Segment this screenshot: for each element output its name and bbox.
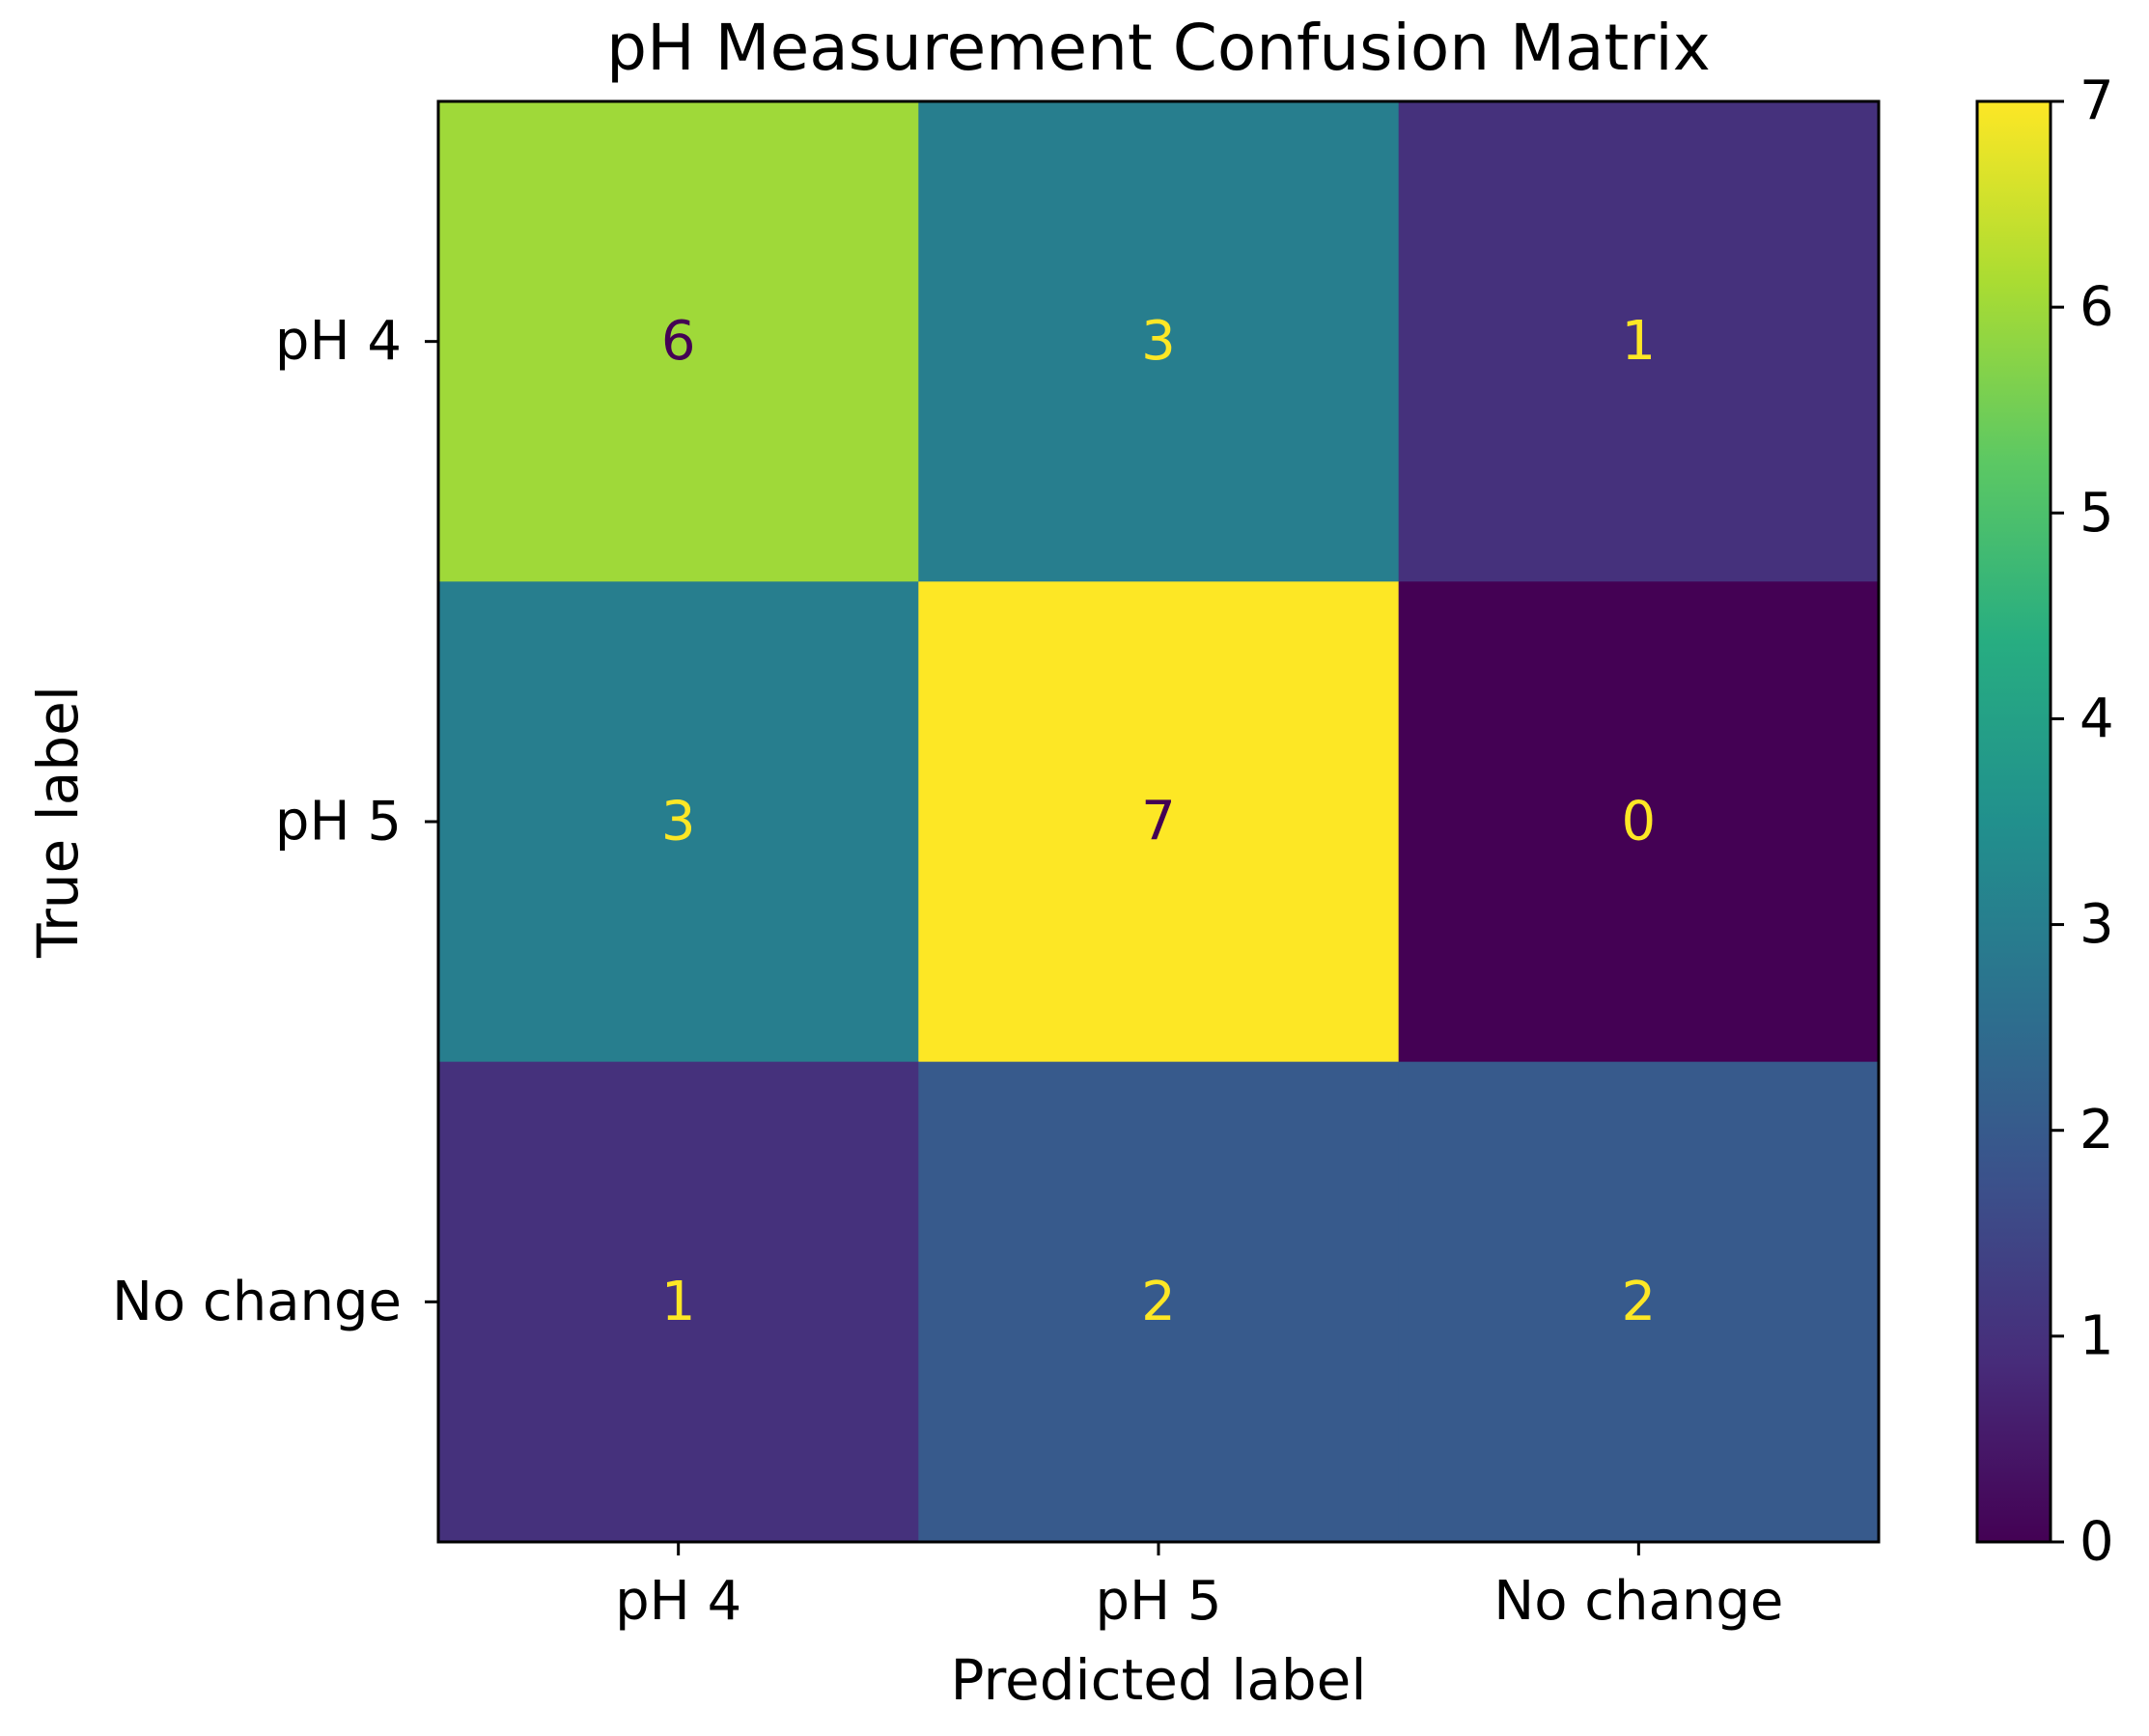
heatmap-cell (438, 581, 919, 1063)
cell-value-label: 3 (661, 791, 696, 854)
heatmap-cell (1398, 101, 1880, 582)
x-tick-label: pH 4 (615, 1570, 741, 1633)
colorbar-tick-label: 5 (2079, 482, 2114, 545)
colorbar (1975, 99, 2052, 1544)
colorbar-tick-label: 4 (2079, 687, 2114, 750)
cell-value-label: 1 (1622, 310, 1657, 373)
x-axis-label: Predicted label (951, 1647, 1367, 1713)
cell-value-label: 2 (1622, 1271, 1657, 1333)
heatmap-cell (1398, 1061, 1880, 1543)
colorbar-ticks: 0 1 2 3 4 5 6 7 (2051, 70, 2114, 1574)
heatmap-cell-labels: 6 3 1 3 7 0 1 2 2 (661, 310, 1656, 1333)
cell-value-label: 7 (1141, 791, 1176, 854)
heatmap-cell (918, 581, 1400, 1063)
colorbar-tick-label: 6 (2079, 276, 2114, 339)
heatmap-cell (918, 101, 1400, 582)
colorbar-tick-label: 3 (2079, 893, 2114, 956)
x-tick-label: pH 5 (1095, 1570, 1221, 1633)
cell-value-label: 2 (1141, 1271, 1176, 1333)
heatmap-cell (438, 1061, 919, 1543)
y-tick-label: pH 4 (275, 310, 402, 373)
colorbar-tick-label: 1 (2079, 1304, 2114, 1367)
cell-value-label: 1 (661, 1271, 696, 1333)
x-tick-label: No change (1493, 1570, 1783, 1633)
colorbar-tick-label: 7 (2079, 70, 2114, 133)
colorbar-tick-label: 0 (2079, 1511, 2114, 1574)
x-axis-ticks: pH 4 pH 5 No change (615, 1542, 1783, 1633)
cell-value-label: 6 (661, 310, 696, 373)
colorbar-tick-label: 2 (2079, 1099, 2114, 1162)
heatmap-cells (438, 101, 1880, 1543)
heatmap-cell (918, 1061, 1400, 1543)
heatmap-cell (1398, 581, 1880, 1063)
cell-value-label: 3 (1141, 310, 1176, 373)
cell-value-label: 0 (1622, 791, 1657, 854)
y-tick-label: pH 5 (275, 791, 402, 854)
y-tick-label: No change (112, 1271, 402, 1333)
heatmap-cell (438, 101, 919, 582)
chart-title: pH Measurement Confusion Matrix (606, 11, 1711, 85)
y-axis-ticks: pH 4 pH 5 No change (112, 310, 438, 1333)
y-axis-label: True label (25, 686, 91, 959)
